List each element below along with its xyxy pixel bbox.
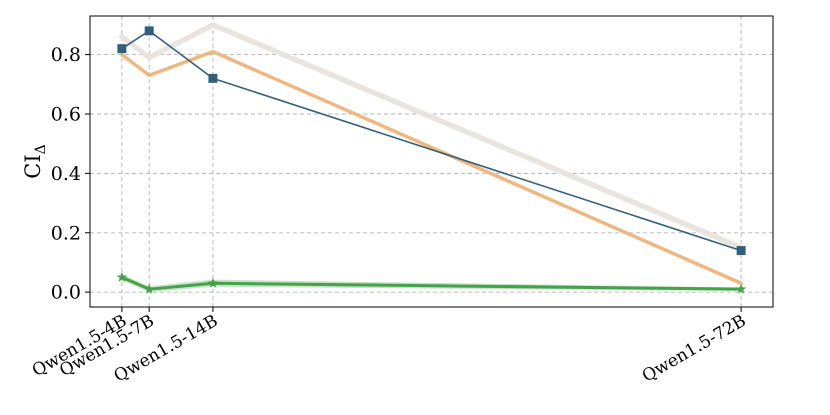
- y-tick-label-0: 0.0: [51, 282, 81, 304]
- y-axis-label: CIΔ: [21, 144, 49, 179]
- series-3-line: [120, 275, 743, 291]
- y-axis-label-main: CI: [21, 154, 45, 178]
- series-2-line: [121, 30, 742, 252]
- series-3-point-0: [116, 271, 128, 282]
- series-3-point-2: [207, 277, 219, 288]
- series-3: [116, 271, 747, 294]
- series-1-line: [120, 49, 743, 285]
- series-2-point-1: [144, 26, 154, 36]
- series-3-point-3: [735, 283, 747, 294]
- y-tick-label-2: 0.4: [51, 163, 81, 185]
- plot-frame: [89, 15, 774, 308]
- y-axis-ticks: 0.0 0.2 0.4 0.6 0.8: [51, 44, 90, 304]
- y-axis-label-subscript: Δ: [33, 144, 49, 154]
- series-3-point-1: [143, 283, 155, 294]
- series-1: [120, 49, 743, 285]
- y-tick-label-1: 0.2: [51, 222, 81, 244]
- series-layer: [116, 22, 747, 294]
- series-2-point-3: [736, 246, 746, 256]
- series-2: [117, 26, 746, 256]
- series-2-point-2: [208, 73, 218, 83]
- grid-lines: [90, 16, 773, 307]
- y-tick-label-4: 0.8: [51, 44, 81, 66]
- y-tick-label-3: 0.6: [51, 103, 81, 125]
- series-2-point-0: [117, 44, 127, 54]
- series-0-line: [119, 22, 744, 251]
- series-0: [119, 22, 744, 251]
- x-tick-label-3: Qwen1.5-72B: [639, 311, 750, 387]
